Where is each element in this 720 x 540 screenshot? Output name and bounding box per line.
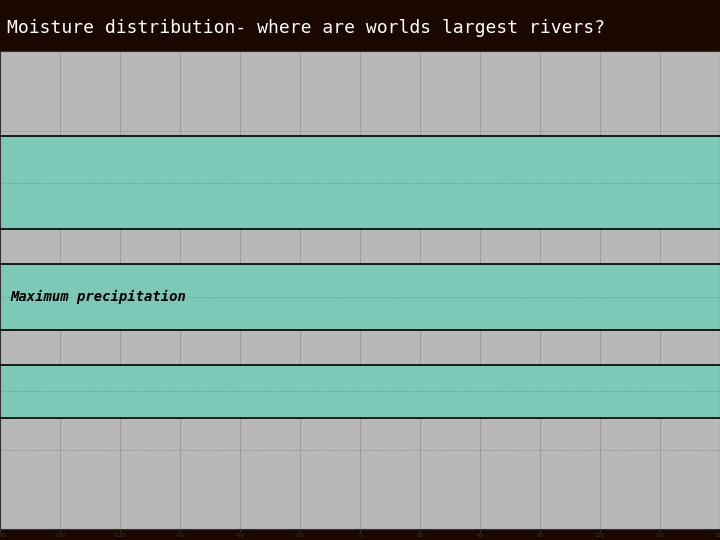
Text: Moisture distribution- where are worlds largest rivers?: Moisture distribution- where are worlds … bbox=[7, 18, 606, 37]
Bar bbox=[0, 264, 720, 330]
Bar bbox=[0, 364, 720, 418]
Text: Maximum precipitation: Maximum precipitation bbox=[10, 290, 186, 304]
Bar bbox=[0, 136, 720, 229]
